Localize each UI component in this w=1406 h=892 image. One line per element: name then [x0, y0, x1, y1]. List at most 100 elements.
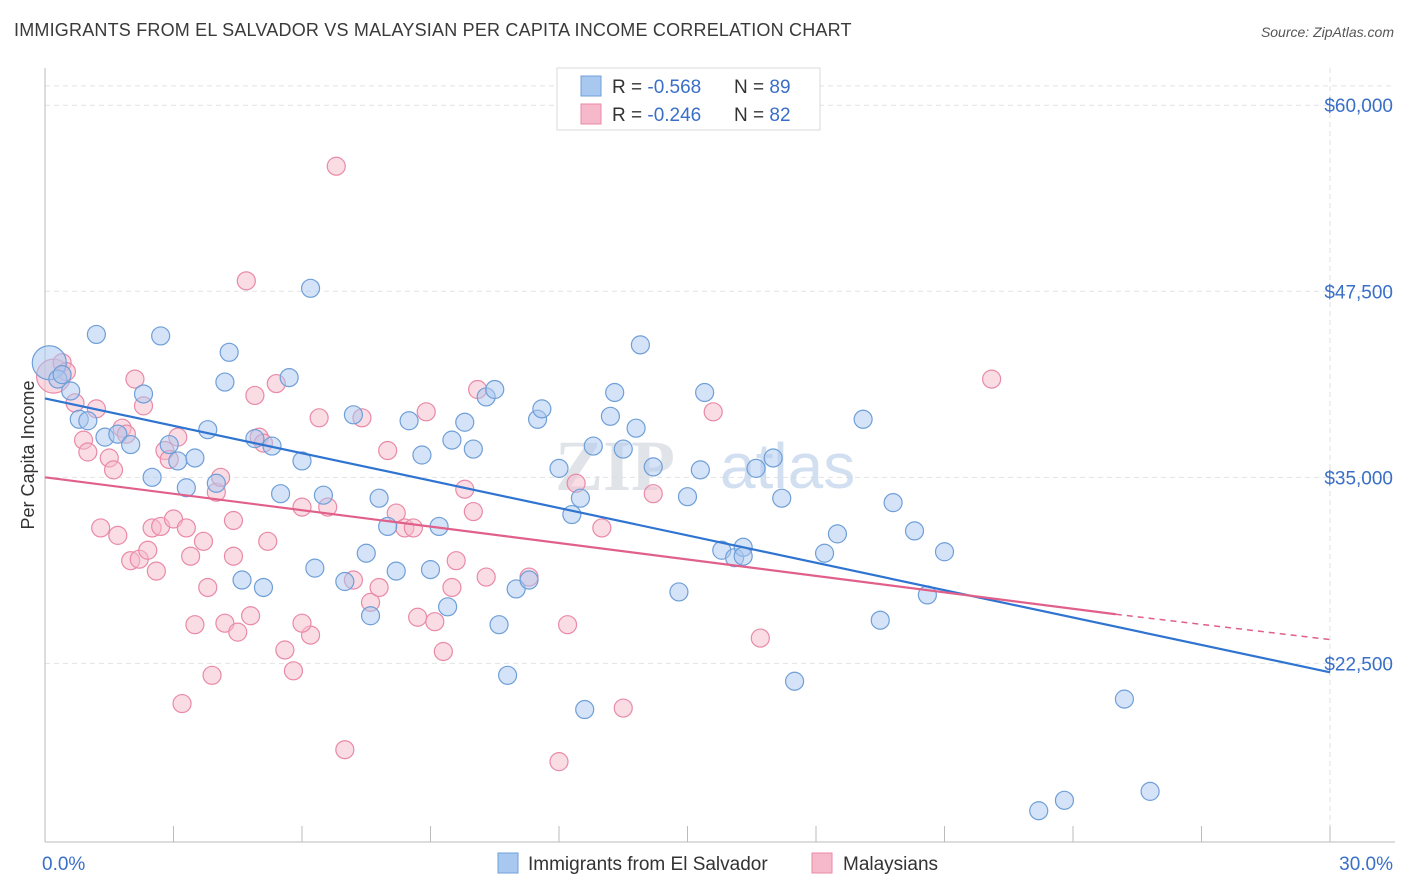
series-el-salvador — [31, 278, 1160, 821]
el-salvador-point — [784, 671, 805, 691]
el-salvador-point — [151, 326, 171, 346]
grid-lines — [45, 68, 1395, 842]
legend-n-value: 89 — [769, 77, 790, 98]
malaysians-point — [369, 577, 389, 598]
el-salvador-point — [463, 439, 483, 459]
legend-box: R = -0.568 N = 89 R = -0.246 N = 82 — [556, 67, 821, 131]
bottom-legend-label: Malaysians — [843, 854, 938, 875]
el-salvador-point — [630, 335, 650, 355]
x-tick-label: 0.0% — [42, 854, 85, 875]
malaysians-point — [245, 385, 265, 406]
malaysians-point — [750, 628, 770, 648]
el-salvador-point — [279, 368, 299, 388]
el-salvador-point — [626, 418, 646, 438]
el-salvador-point — [605, 382, 625, 403]
legend-r-label: R = — [612, 77, 647, 98]
el-salvador-point — [185, 448, 205, 468]
malaysians-point — [275, 640, 295, 660]
malaysians-point — [258, 531, 278, 551]
el-salvador-point — [1054, 790, 1075, 810]
malaysians-point — [185, 615, 205, 635]
el-salvador-point — [853, 409, 873, 429]
el-salvador-point — [176, 478, 196, 498]
legend-swatch — [580, 103, 602, 125]
malaysians-point — [643, 484, 663, 504]
malaysians-point — [181, 546, 201, 566]
legend-n-label: N = — [734, 77, 769, 98]
el-salvador-point — [313, 485, 334, 505]
el-salvador-point — [695, 382, 715, 403]
el-salvador-point — [159, 434, 179, 455]
chart-source: Source: ZipAtlas.com — [1260, 24, 1394, 40]
legend-r-value: -0.246 — [647, 105, 701, 126]
y-tick-label: $22,500 — [1324, 654, 1393, 675]
el-salvador-point — [883, 493, 903, 513]
bottom-legend-swatch — [497, 852, 519, 874]
tick-labels: $22,500 $35,000 $47,500 $60,000 0.0% 30.0% — [42, 96, 1393, 875]
el-salvador-point — [215, 372, 235, 392]
legend-row: R = -0.246 — [612, 105, 701, 126]
el-salvador-point — [292, 451, 312, 471]
el-salvador-point — [52, 365, 72, 385]
el-salvador-point — [335, 571, 355, 592]
legend-swatch — [580, 75, 602, 97]
el-salvador-point — [360, 606, 381, 626]
el-salvador-point — [519, 570, 539, 590]
malaysians-point — [446, 551, 466, 571]
el-salvador-point — [386, 561, 406, 581]
trend-lines — [44, 397, 1331, 674]
legend-row-n: N = 82 — [734, 105, 791, 126]
el-salvador-point — [142, 467, 162, 487]
y-tick-label: $60,000 — [1324, 96, 1393, 117]
el-salvador-point — [485, 379, 505, 400]
el-salvador-point — [356, 543, 376, 563]
x-tick-label: 30.0% — [1339, 854, 1393, 875]
el-salvador-point — [934, 542, 955, 562]
malaysians-point — [146, 561, 166, 581]
malaysians-point — [91, 518, 111, 538]
el-salvador-point — [442, 430, 462, 450]
el-salvador-point — [206, 473, 226, 493]
malaysians-point — [193, 531, 214, 551]
el-salvador-point — [570, 488, 591, 508]
el-salvador-point — [669, 582, 689, 602]
y-tick-label: $35,000 — [1324, 468, 1393, 489]
malaysians-point — [78, 442, 98, 462]
malaysians-point — [433, 641, 453, 662]
el-salvador-point — [814, 543, 835, 563]
el-salvador-point — [300, 278, 321, 298]
malaysians-point — [378, 440, 398, 461]
malaysians-point — [202, 665, 222, 685]
malaysians-trend-extension — [1115, 613, 1331, 641]
el-salvador-point — [133, 384, 154, 404]
el-salvador-point — [253, 577, 274, 598]
axes: Per Capita Income — [18, 68, 1395, 843]
malaysians-point — [176, 518, 196, 538]
malaysians-point — [557, 615, 578, 635]
el-salvador-point — [305, 558, 325, 578]
el-salvador-point — [600, 406, 621, 426]
malaysians-point — [125, 369, 145, 389]
malaysians-point — [442, 577, 462, 598]
el-salvador-point — [343, 405, 363, 425]
el-salvador-point — [198, 420, 218, 440]
el-salvador-point — [232, 570, 252, 590]
malaysians-point — [425, 612, 445, 632]
malaysians-point — [549, 752, 569, 772]
el-salvador-point — [763, 448, 783, 468]
el-salvador-point — [121, 434, 141, 455]
el-salvador-point — [827, 524, 848, 544]
el-salvador-point — [420, 560, 441, 580]
malaysians-point — [403, 518, 423, 538]
legend-n-label: N = — [734, 105, 769, 126]
el-salvador-point — [532, 399, 552, 419]
el-salvador-point — [643, 457, 663, 477]
malaysians-point — [138, 540, 158, 560]
malaysians-point — [476, 567, 496, 587]
el-salvador-point — [1140, 781, 1160, 801]
malaysians-point — [283, 661, 304, 681]
malaysians-point — [223, 510, 244, 531]
el-salvador-point — [562, 504, 582, 525]
el-salvador-trend-line — [44, 397, 1331, 674]
malaysians-point — [463, 501, 483, 522]
